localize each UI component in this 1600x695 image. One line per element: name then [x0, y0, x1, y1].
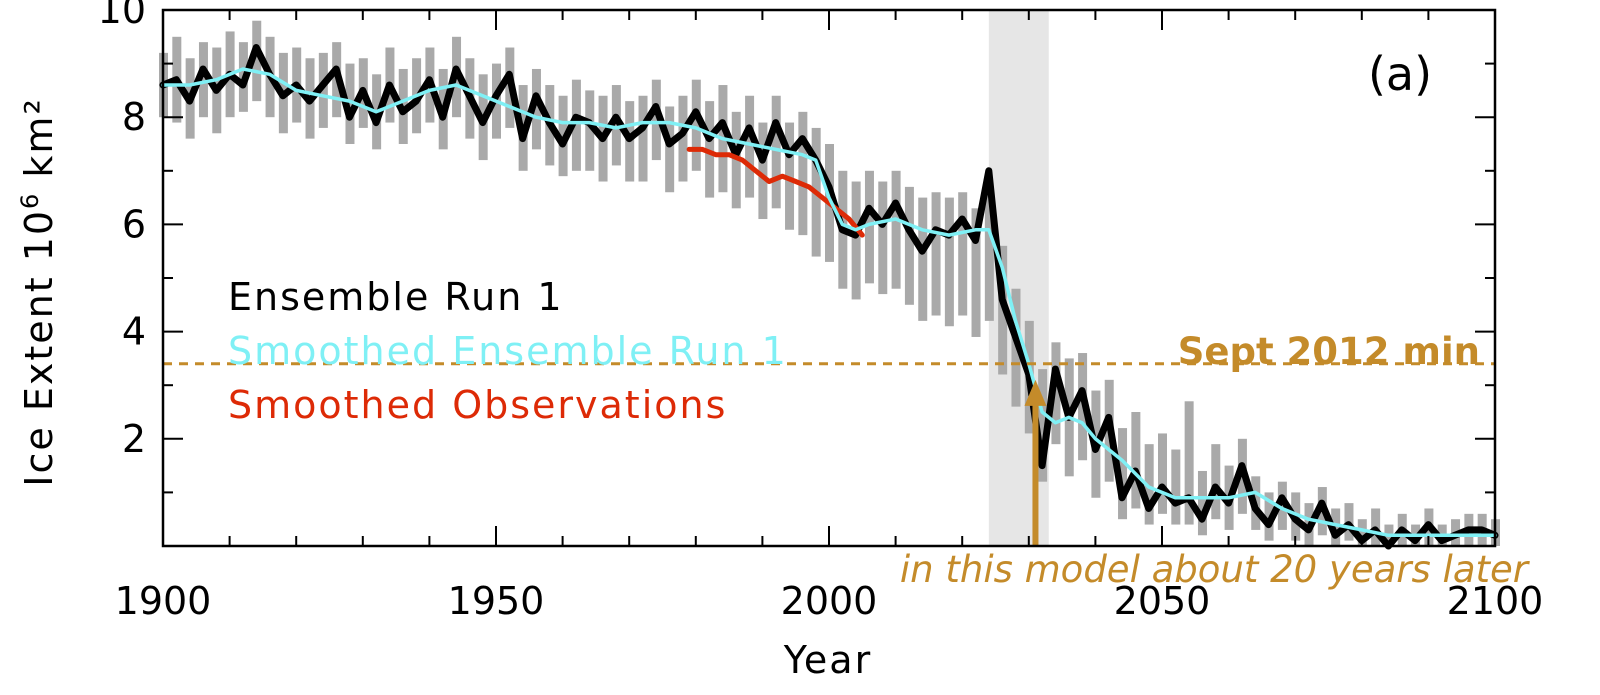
- spread-bar: [345, 63, 355, 144]
- spread-bar: [1144, 444, 1154, 525]
- spread-bar: [611, 85, 621, 166]
- spread-bar: [665, 106, 675, 193]
- spread-bar: [571, 79, 581, 171]
- reference-layer: [163, 362, 1495, 546]
- spread-bar: [705, 101, 715, 198]
- spread-bar: [878, 181, 888, 295]
- spread-bar: [931, 192, 941, 316]
- spread-bar: [771, 95, 781, 209]
- x-tick-label: 2050: [1114, 579, 1211, 623]
- spread-bar: [1211, 444, 1221, 520]
- spread-bar: [944, 197, 954, 327]
- spread-bar: [318, 52, 328, 128]
- x-tick-label: 2100: [1447, 579, 1544, 623]
- spread-bar: [252, 20, 262, 102]
- spread-bar: [691, 79, 701, 171]
- spread-bar: [891, 170, 901, 289]
- y-tick-label: 2: [122, 417, 146, 461]
- legend-smoothed-observations: Smoothed Observations: [228, 383, 727, 427]
- y-tick-label: 4: [122, 310, 146, 354]
- spread-bar: [1158, 433, 1167, 514]
- spread-bar: [1131, 412, 1141, 509]
- y-tick-label: 10: [98, 0, 146, 32]
- spread-bar: [918, 197, 928, 321]
- arrow-head: [1024, 379, 1047, 406]
- spread-bar: [758, 122, 768, 220]
- spread-bar: [904, 186, 914, 305]
- spread-bar: [971, 208, 981, 337]
- spread-bar: [785, 122, 795, 230]
- series-line-smoothed: [161, 67, 1497, 538]
- spread-bar: [1038, 369, 1048, 482]
- spread-bar: [531, 68, 541, 150]
- y-axis-title-main: Ice Extent 10: [17, 209, 61, 487]
- y-tick-label: 8: [122, 95, 146, 139]
- panel-label: (a): [1368, 47, 1432, 101]
- legend-smoothed-run: Smoothed Ensemble Run 1: [228, 329, 788, 373]
- series-line-ensemble: [159, 44, 1499, 550]
- spread-bar: [1357, 519, 1367, 546]
- spread-bar: [1197, 470, 1207, 536]
- x-tick-label: 2000: [781, 579, 878, 623]
- spread-bar: [1331, 508, 1341, 546]
- y-axis-title-superscript: 6: [16, 192, 44, 209]
- spread-bar: [1184, 401, 1194, 525]
- spread-bar: [198, 42, 208, 118]
- spread-bar: [1277, 481, 1287, 530]
- spread-bar: [1051, 342, 1061, 445]
- spread-bar: [958, 192, 968, 316]
- y-tick-label: 6: [122, 202, 146, 246]
- annotation-text: in this model about 20 years later: [900, 548, 1531, 591]
- reference-line-label: Sept 2012 min: [1178, 330, 1480, 373]
- y-axis-title-unit: km²: [17, 97, 61, 191]
- spread-bar: [798, 111, 808, 236]
- axis-ticks: 1900 1950 2000 2050 2100 2 4 6 8 10: [98, 0, 1544, 623]
- y-axis-title: Ice Extent 106 km²: [16, 97, 61, 486]
- spread-bar: [864, 170, 874, 284]
- x-tick-label: 1950: [448, 579, 545, 623]
- spread-bar: [1171, 449, 1181, 525]
- spread-bar: [638, 95, 648, 182]
- x-tick-label: 1900: [115, 579, 212, 623]
- spread-bar: [651, 79, 661, 161]
- spread-bar: [745, 95, 755, 198]
- spread-bar: [1118, 428, 1128, 520]
- spread-bar: [984, 186, 994, 321]
- series-lines: [159, 44, 1499, 550]
- spread-bar: [851, 181, 861, 300]
- x-axis-title: Year: [783, 638, 872, 682]
- spread-bar: [585, 90, 595, 171]
- legend-ensemble-run: Ensemble Run 1: [228, 275, 564, 319]
- spread-bar: [678, 95, 688, 182]
